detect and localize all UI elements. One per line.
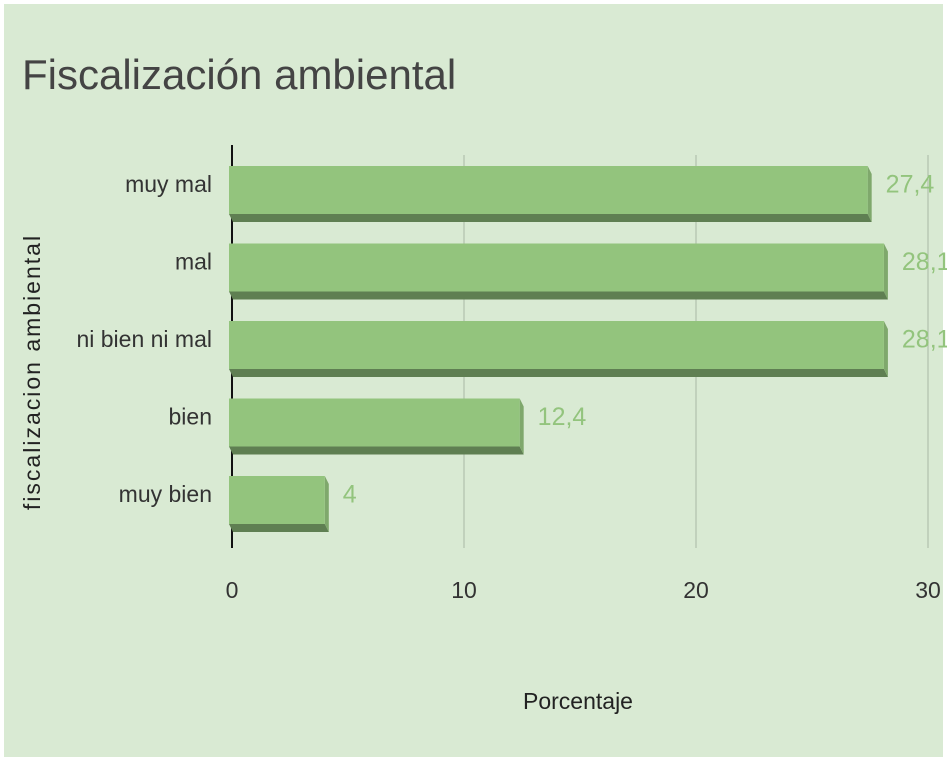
y-tick-label: muy bien xyxy=(119,481,212,507)
y-tick-label: mal xyxy=(175,249,212,275)
bar-bottom xyxy=(229,291,888,300)
value-label: 28,1 xyxy=(902,326,947,354)
value-label: 28,1 xyxy=(902,248,947,276)
x-tick-label: 20 xyxy=(683,577,709,603)
x-tick-label: 30 xyxy=(915,577,941,603)
bar xyxy=(229,243,884,292)
y-tick-label: bien xyxy=(169,404,212,430)
bar xyxy=(229,321,884,369)
plot-area: 0 10 20 30 27,4 muy mal 28,1 mal 28,1 ni bien ni … xyxy=(76,145,947,603)
bar-side xyxy=(324,476,329,532)
bar-side xyxy=(883,243,888,300)
value-label: 12,4 xyxy=(538,403,587,431)
value-label: 27,4 xyxy=(886,171,935,199)
x-axis-label: Porcentaje xyxy=(523,688,633,714)
bar-side xyxy=(519,398,524,455)
bar xyxy=(229,476,325,524)
bar-bottom xyxy=(229,446,524,455)
bar-bottom xyxy=(229,214,872,222)
bar-bottom xyxy=(229,524,329,532)
x-tick-label: 10 xyxy=(451,577,477,603)
bar xyxy=(229,398,520,447)
bar xyxy=(229,166,868,214)
bar-side xyxy=(867,166,872,222)
y-tick-label: muy mal xyxy=(125,171,212,197)
chart-title: Fiscalización ambiental xyxy=(22,51,456,98)
y-axis-label: fiscalizacion ambiental xyxy=(19,234,45,510)
bar-side xyxy=(883,321,888,377)
bar-bottom xyxy=(229,369,888,377)
value-label: 4 xyxy=(343,481,357,509)
y-tick-label: ni bien ni mal xyxy=(76,326,212,352)
background xyxy=(4,4,943,757)
x-tick-label: 0 xyxy=(226,577,239,603)
